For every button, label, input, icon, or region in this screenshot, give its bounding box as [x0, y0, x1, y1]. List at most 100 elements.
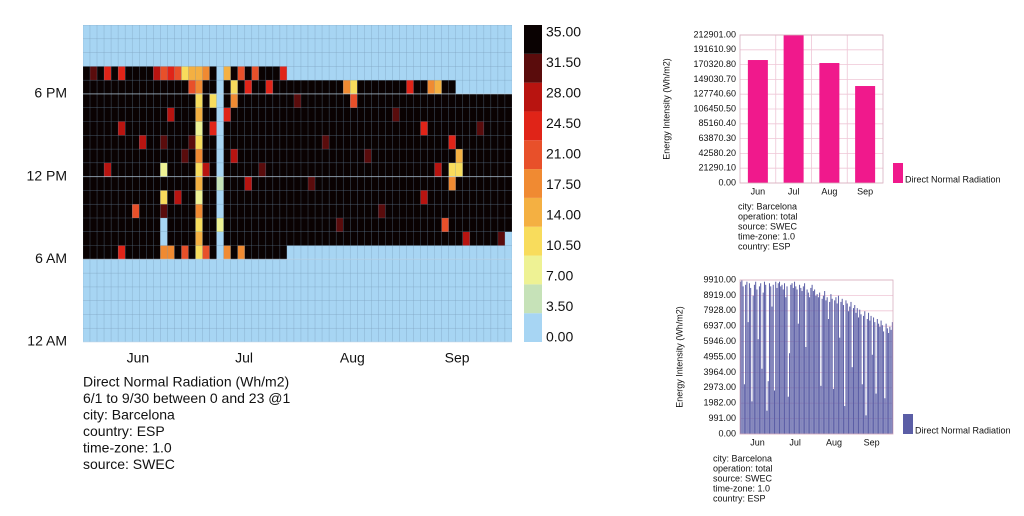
heatmap-cell — [413, 135, 421, 150]
heatmap-cell — [96, 190, 105, 205]
y-tick-label: 149030.70 — [693, 74, 736, 84]
heatmap-cell — [230, 135, 238, 150]
heatmap-cell — [364, 38, 372, 53]
heatmap-cell — [349, 66, 358, 81]
heatmap-cell — [89, 245, 98, 260]
heatmap-cell — [244, 231, 253, 246]
heatmap-cell — [96, 231, 105, 246]
heatmap-cell — [349, 79, 358, 95]
heatmap-cell — [124, 25, 133, 40]
heatmap-cell — [202, 25, 210, 40]
heatmap-cell — [181, 79, 189, 95]
x-tick-label: Jul — [788, 186, 800, 196]
heatmap-cell — [469, 148, 478, 164]
heatmap-cell — [103, 79, 112, 95]
heatmap-cell — [385, 52, 393, 67]
heatmap-cell — [265, 148, 274, 164]
heatmap-cell — [490, 162, 499, 177]
heatmap-cell — [371, 217, 379, 232]
heatmap-cell — [427, 79, 435, 95]
heatmap-cell — [139, 162, 147, 177]
heatmap-cell — [335, 314, 344, 329]
heatmap-cell — [385, 190, 393, 205]
heatmap-cell — [293, 66, 302, 81]
heatmap-cell — [279, 217, 288, 232]
heatmap-cell — [103, 93, 112, 108]
heatmap-cell — [139, 190, 147, 205]
heatmap-cell — [406, 176, 414, 191]
heatmap-cell — [342, 300, 351, 315]
heatmap-cell — [504, 245, 512, 260]
heatmap-cell — [124, 190, 133, 205]
heatmap-cell — [230, 66, 238, 81]
heatmap-cell — [364, 93, 372, 108]
heatmap-cell — [124, 217, 133, 232]
heatmap-cell — [413, 121, 421, 136]
heatmap-cell — [293, 314, 302, 329]
heatmap-cell — [131, 25, 140, 40]
heatmap-cell — [378, 148, 386, 164]
heatmap-cell — [335, 327, 344, 342]
heatmap-cell — [139, 79, 147, 95]
heatmap-cell — [342, 79, 351, 95]
heatmap-cell — [342, 25, 351, 40]
heatmap-cell — [476, 107, 485, 122]
bar — [814, 289, 816, 434]
heatmap-cell — [427, 245, 435, 260]
heatmap-cell — [413, 176, 421, 191]
heatmap-cell — [469, 162, 478, 177]
heatmap-cell — [216, 38, 224, 53]
heatmap-cell — [462, 25, 471, 40]
heatmap-cell — [181, 217, 189, 232]
heatmap-cell — [272, 79, 281, 95]
heatmap-cell — [497, 66, 506, 81]
heatmap-cell — [349, 135, 358, 150]
heatmap-cell — [342, 107, 351, 122]
heatmap-cell — [146, 203, 154, 219]
heatmap-cell — [188, 135, 196, 150]
heatmap-cell — [131, 286, 140, 301]
heatmap-cell — [103, 231, 112, 246]
heatmap-cell — [124, 327, 133, 342]
heatmap-cell — [455, 148, 464, 164]
heatmap-cell — [490, 25, 499, 40]
y-tick-label: 6 PM — [34, 85, 67, 101]
heatmap-cell — [349, 148, 358, 164]
bar — [832, 388, 834, 434]
heatmap-cell — [272, 162, 281, 177]
heatmap-cell — [286, 148, 295, 164]
heatmap-cell — [448, 327, 456, 342]
heatmap-cell — [110, 217, 119, 232]
heatmap-cell — [497, 190, 506, 205]
heatmap-cell — [153, 272, 161, 288]
heatmap-cell — [504, 272, 512, 288]
heatmap-cell — [146, 327, 154, 342]
heatmap-cell — [124, 162, 133, 177]
heatmap-cell — [110, 162, 119, 177]
heatmap-cell — [392, 272, 400, 288]
heatmap-cell — [504, 314, 512, 329]
heatmap-cell — [497, 52, 506, 67]
heatmap-cell — [244, 327, 253, 342]
heatmap-cell — [357, 135, 365, 150]
bar — [772, 284, 774, 434]
heatmap-cell — [160, 93, 168, 108]
heatmap-cell — [328, 259, 337, 274]
heatmap-cell — [174, 217, 182, 232]
heatmap-cell — [328, 52, 337, 67]
heatmap-cell — [103, 52, 112, 67]
heatmap-cell — [286, 259, 295, 274]
heatmap-cell — [251, 25, 260, 40]
heatmap-cell — [103, 121, 112, 136]
heatmap-cell — [349, 259, 358, 274]
heatmap-cell — [117, 162, 126, 177]
heatmap-cell — [139, 52, 147, 67]
heatmap-cell — [124, 93, 133, 108]
heatmap-cell — [117, 314, 126, 329]
heatmap-cell — [110, 190, 119, 205]
heatmap-cell — [258, 38, 267, 53]
heatmap-cell — [244, 66, 253, 81]
heatmap-cell — [490, 327, 499, 342]
x-tick-label: Sep — [857, 186, 873, 196]
heatmap-cell — [202, 107, 210, 122]
